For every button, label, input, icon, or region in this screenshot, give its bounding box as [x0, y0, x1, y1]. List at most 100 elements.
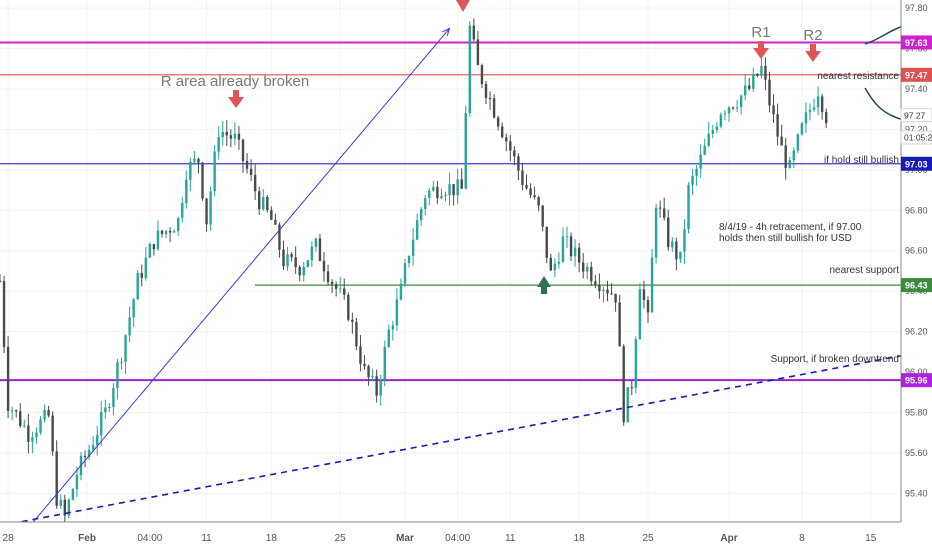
candle-body [468, 25, 471, 114]
time-axis[interactable]: 28 Feb 04:00 11 18 25 Mar 04:00 11 18 25 Apr 8 15 [0, 521, 932, 550]
price-tick-label: 96.00 [905, 367, 928, 377]
up-arrow-support-icon [537, 276, 551, 294]
time-tick-label: Mar [396, 533, 414, 544]
time-tick-label: 15 [865, 533, 877, 544]
candlestick-series [0, 18, 828, 525]
candle-body [241, 139, 245, 161]
candle-body [420, 209, 423, 221]
scale-label-box-last-price [900, 108, 932, 123]
candle-body [610, 293, 613, 295]
candle-body [671, 241, 674, 248]
candle-body [456, 179, 459, 196]
candle-body [760, 65, 763, 76]
candle-body [545, 226, 548, 258]
price-axis[interactable]: 97.8097.6097.4097.2097.0096.8096.6096.40… [900, 0, 932, 539]
candle-body [193, 158, 196, 162]
candle-body [440, 196, 443, 199]
candle-body [209, 191, 212, 225]
candle-body [100, 412, 103, 436]
candle-body [549, 257, 552, 271]
candle-body [756, 73, 759, 76]
candle-body [27, 425, 30, 442]
candle-body [496, 117, 500, 127]
time-tick-label: 18 [266, 533, 278, 544]
candle-body [233, 133, 237, 139]
annotation-r-area: R area already broken [161, 73, 309, 90]
candle-body [108, 406, 111, 408]
candle-body [124, 335, 127, 362]
candle-body [168, 230, 172, 233]
candle-body [711, 130, 714, 134]
candle-body [55, 451, 58, 506]
candle-body [310, 246, 314, 261]
candle-body [764, 65, 767, 80]
candle-body [371, 376, 374, 378]
candle-body [407, 255, 411, 264]
candle-body [796, 134, 800, 151]
candle-body [189, 161, 192, 180]
candle-body [667, 217, 670, 248]
candle-body [270, 210, 273, 220]
candle-body [602, 289, 605, 292]
candle-body [638, 289, 642, 340]
candle-body [330, 281, 334, 285]
candle-body [294, 257, 297, 268]
candle-body [6, 346, 10, 411]
price-label-upper-resistance: 97.63 [905, 38, 928, 48]
candle-body [229, 135, 233, 139]
curved-line-lower [864, 87, 905, 121]
candle-body [363, 363, 366, 367]
candle-body [326, 271, 330, 282]
candle-body [43, 409, 46, 420]
candle-body [748, 85, 751, 89]
candle-body [432, 186, 435, 191]
candle-body [375, 376, 378, 396]
candle-body [306, 260, 309, 267]
annotation-nearest-resistance: nearest resistance [817, 71, 899, 82]
candle-body [444, 195, 447, 197]
candle-body [529, 188, 532, 196]
price-label-box-support [901, 373, 932, 388]
candle-body [197, 158, 200, 163]
candle-body [225, 131, 228, 136]
candle-body [71, 488, 75, 500]
trendline-arrowhead-icon [442, 27, 451, 37]
candle-body [160, 230, 164, 235]
candle-body [436, 186, 439, 199]
annotation-r2: R2 [803, 27, 822, 44]
price-label-support: 95.96 [905, 376, 928, 386]
candle-body [391, 325, 395, 330]
time-tick-label: 8 [799, 533, 805, 544]
price-tick-label: 96.80 [905, 205, 928, 215]
candle-body [395, 299, 399, 326]
candle-body [772, 105, 775, 115]
candle-body [249, 168, 253, 175]
candle-body [521, 170, 524, 185]
candle-body [262, 197, 265, 210]
candle-body [15, 410, 18, 412]
candle-body [302, 266, 305, 276]
candle-body [707, 133, 710, 146]
candle-body [387, 329, 390, 347]
candle-body [245, 160, 249, 169]
candle-body [91, 445, 95, 450]
candle-body [424, 197, 427, 210]
candle-body [727, 107, 731, 114]
price-label-nearest-support: 96.43 [905, 281, 928, 291]
down-arrow-r2-icon [805, 44, 821, 62]
candle-body [460, 179, 463, 189]
candle-body [96, 435, 99, 446]
candle-body [715, 126, 719, 131]
time-tick-label: 04:00 [137, 533, 162, 544]
candle-body [626, 387, 629, 423]
candle-body [800, 123, 804, 135]
candle-body [152, 244, 156, 250]
candle-body [573, 247, 577, 257]
annotation-hold-bullish: if hold still bullish [824, 155, 899, 166]
price-tick-label: 97.40 [905, 84, 928, 94]
candle-body [744, 85, 747, 96]
candle-body [172, 231, 176, 233]
candle-body [399, 283, 403, 300]
price-tick-label: 96.20 [905, 327, 928, 337]
candle-body [812, 107, 816, 110]
